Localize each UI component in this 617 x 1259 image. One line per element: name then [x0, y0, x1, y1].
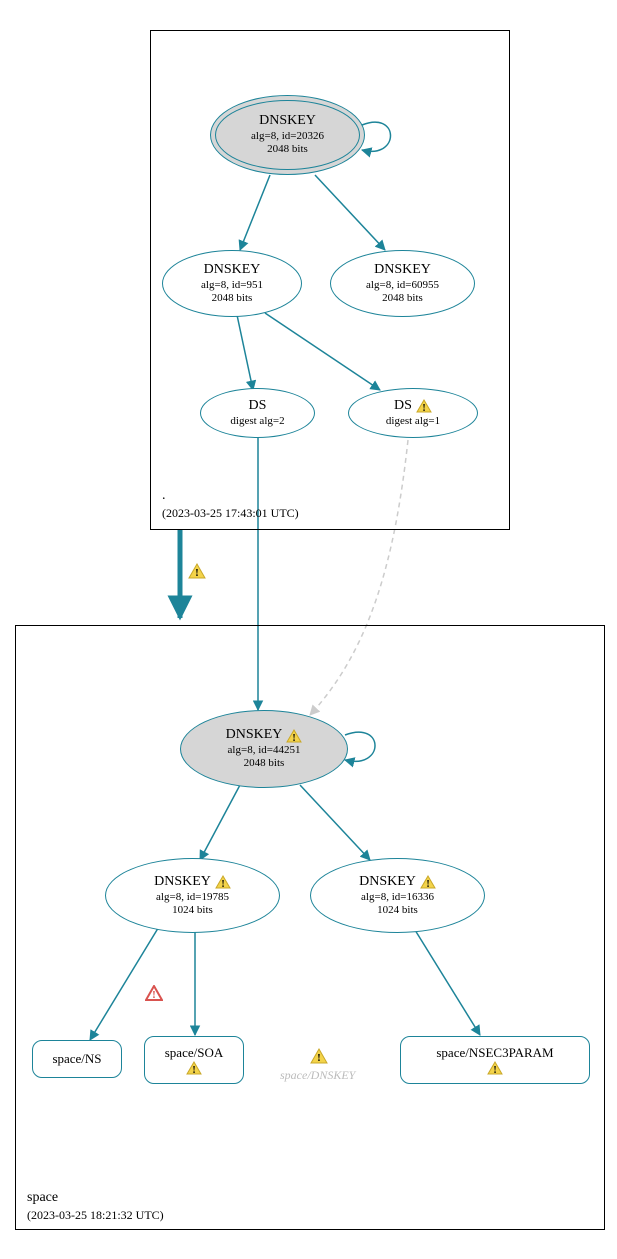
svg-text:!: !: [493, 1065, 496, 1075]
warning-icon: !: [188, 563, 206, 584]
node-space-ksk: DNSKEY ! alg=8, id=44251 2048 bits: [180, 710, 348, 788]
node-space-zsk-16336: DNSKEY ! alg=8, id=16336 1024 bits: [310, 858, 485, 933]
svg-text:!: !: [152, 989, 156, 1001]
zone-root-timestamp: (2023-03-25 17:43:01 UTC): [162, 506, 299, 521]
node-title: DS: [394, 398, 412, 415]
node-sub: digest alg=1: [386, 415, 440, 428]
node-sub: alg=8, id=44251: [228, 744, 301, 757]
node-rr-dnskey-ghost: space/DNSKEY: [280, 1068, 355, 1083]
svg-text:!: !: [293, 733, 296, 743]
node-sub: 2048 bits: [382, 292, 423, 305]
node-sub: 2048 bits: [212, 292, 253, 305]
node-ds-alg1: DS ! digest alg=1: [348, 388, 478, 438]
node-sub: 1024 bits: [377, 904, 418, 917]
node-label: space/NSEC3PARAM: [436, 1045, 553, 1061]
node-sub: digest alg=2: [230, 415, 284, 428]
node-rr-ns: space/NS: [32, 1040, 122, 1078]
node-title: DNSKEY: [226, 727, 283, 744]
warning-icon: !: [416, 399, 432, 413]
node-sub: alg=8, id=951: [201, 279, 263, 292]
node-title: DNSKEY: [359, 874, 416, 891]
svg-text:!: !: [317, 1052, 321, 1064]
error-icon: !: [145, 985, 163, 1006]
node-title: DNSKEY: [259, 113, 316, 130]
node-rr-nsec3param: space/NSEC3PARAM !: [400, 1036, 590, 1084]
zone-space-name: space: [27, 1190, 58, 1206]
node-label: space/SOA: [165, 1045, 224, 1061]
node-sub: alg=8, id=20326: [251, 130, 324, 143]
node-root-ksk: DNSKEY alg=8, id=20326 2048 bits: [210, 95, 365, 175]
zone-root-name: .: [162, 488, 166, 504]
node-rr-soa: space/SOA !: [144, 1036, 244, 1084]
warning-icon: !: [286, 729, 302, 743]
node-sub: alg=8, id=60955: [366, 279, 439, 292]
svg-text:!: !: [422, 403, 425, 413]
node-sub: 2048 bits: [244, 757, 285, 770]
warning-icon: !: [186, 1061, 202, 1075]
node-title: DNSKEY: [204, 262, 261, 279]
zone-space-timestamp: (2023-03-25 18:21:32 UTC): [27, 1208, 164, 1223]
node-title: DNSKEY: [374, 262, 431, 279]
node-title: DNSKEY: [154, 874, 211, 891]
warning-icon: !: [487, 1061, 503, 1075]
svg-text:!: !: [192, 1065, 195, 1075]
warning-icon: !: [310, 1048, 328, 1069]
node-root-zsk-951: DNSKEY alg=8, id=951 2048 bits: [162, 250, 302, 317]
svg-text:!: !: [426, 879, 429, 889]
node-sub: alg=8, id=16336: [361, 891, 434, 904]
node-root-zsk-60955: DNSKEY alg=8, id=60955 2048 bits: [330, 250, 475, 317]
node-sub: 1024 bits: [172, 904, 213, 917]
warning-icon: !: [215, 875, 231, 889]
node-label: space/NS: [52, 1051, 101, 1067]
node-sub: 2048 bits: [267, 143, 308, 156]
node-space-zsk-19785: DNSKEY ! alg=8, id=19785 1024 bits: [105, 858, 280, 933]
node-title: DS: [249, 398, 267, 415]
warning-icon: !: [420, 875, 436, 889]
svg-text:!: !: [195, 567, 199, 579]
node-ds-alg2: DS digest alg=2: [200, 388, 315, 438]
node-sub: alg=8, id=19785: [156, 891, 229, 904]
svg-text:!: !: [221, 879, 224, 889]
